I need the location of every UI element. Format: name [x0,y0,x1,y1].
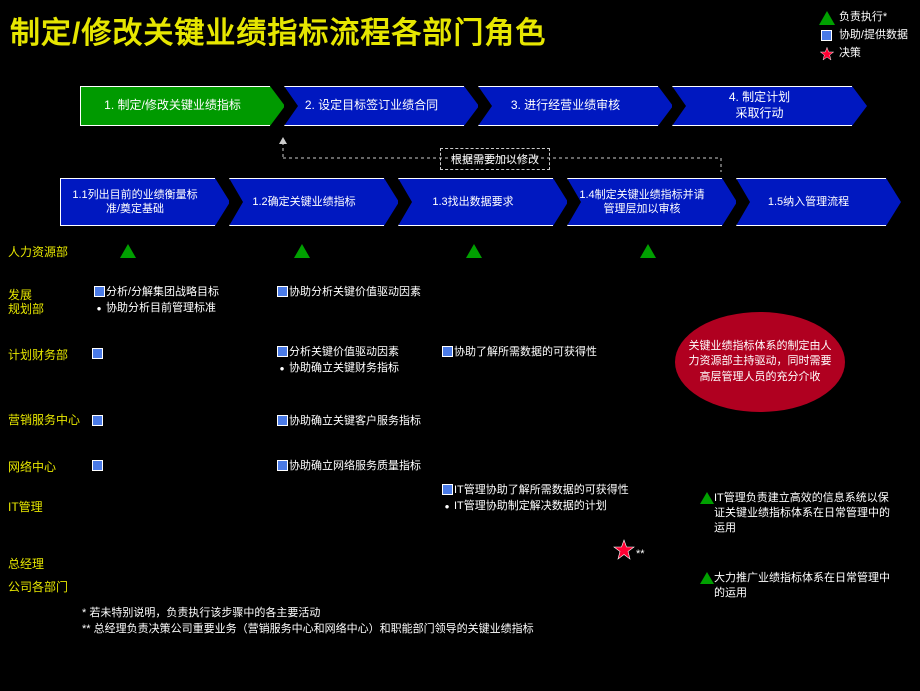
square-icon [821,30,832,41]
dept-finance: 计划财务部 [8,348,68,362]
bullet-text: 协助了解所需数据的可获得性 [454,345,620,360]
cell-dev-1: 分析/分解集团战略目标协助分析目前管理标准 [92,284,262,317]
dept-net: 网络中心 [8,460,56,474]
square-icon [277,286,288,297]
bullet-text: 协助分析目前管理标准 [106,301,262,316]
triangle-icon [466,244,482,258]
ellipse-text: 关键业绩指标体系的制定由人力资源部主持驱动，同时需要高层管理人员的充分介收 [687,339,833,385]
cell-it-3: IT管理协助了解所需数据的可获得性IT管理协助制定解决数据的计划 [440,482,640,515]
triangle-icon [700,492,714,504]
legend-assist: 协助/提供数据 [819,27,908,44]
sub-step-row: 1.1列出目前的业绩衡量标准/奠定基础 1.2确定关键业绩指标 1.3找出数据要求 1… [60,178,900,226]
dept-it: IT管理 [8,500,43,514]
feedback-label: 根据需要加以修改 [440,148,550,170]
dept-gm: 总经理 [8,557,44,571]
note-it: IT管理负责建立高效的信息系统以保证关键业绩指标体系在日常管理中的运用 [700,490,895,537]
top-step-row: 1. 制定/修改关键业绩指标 2. 设定目标签订业绩合同 3. 进行经营业绩审核 4.… [80,86,866,126]
legend: 负责执行* 协助/提供数据 决策 [819,8,908,63]
legend-label: 负责执行* [839,9,887,26]
sub-step-4: 1.4制定关键业绩指标并请管理层加以审核 [567,178,722,226]
square-icon [94,286,105,297]
triangle-icon [700,572,714,584]
bullet-text: 协助确立网络服务质量指标 [289,459,425,474]
legend-decide: 决策 [819,45,908,62]
dept-hr: 人力资源部 [8,245,68,259]
cell-fin-2: 分析关键价值驱动因素协助确立关键财务指标 [275,344,425,377]
legend-responsible: 负责执行* [819,9,908,26]
dept-all: 公司各部门 [8,580,68,594]
square-icon [92,415,103,426]
bullet-text: 协助确立关键客户服务指标 [289,414,425,429]
top-step-4: 4. 制定计划采取行动 [672,86,852,126]
legend-label: 协助/提供数据 [839,27,908,44]
top-step-1: 1. 制定/修改关键业绩指标 [80,86,270,126]
square-icon [277,346,288,357]
bullet-text: IT管理协助制定解决数据的计划 [454,499,640,514]
bullet-row: 协助分析关键价值驱动因素 [275,285,425,300]
square-icon [442,484,453,495]
legend-label: 决策 [839,45,861,62]
bullet-text: IT管理协助了解所需数据的可获得性 [454,483,640,498]
square-icon [442,346,453,357]
page-title: 制定/修改关键业绩指标流程各部门角色 [10,8,546,52]
bullet-row: IT管理协助了解所需数据的可获得性 [440,483,640,498]
bullet-text: 大力推广业绩指标体系在日常管理中的运用 [714,571,895,601]
callout-ellipse: 关键业绩指标体系的制定由人力资源部主持驱动，同时需要高层管理人员的充分介收 [675,312,845,412]
bullet-row: 协助确立网络服务质量指标 [275,459,425,474]
star-label: ** [636,548,645,560]
cell-fin-3: 协助了解所需数据的可获得性 [440,344,620,361]
bullet-row: 分析/分解集团战略目标 [92,285,262,300]
bullet-text: 分析关键价值驱动因素 [289,345,425,360]
bullet-row: 分析关键价值驱动因素 [275,345,425,360]
dept-mkt: 营销服务中心 [8,413,80,427]
star-icon [612,538,636,562]
bullet-row: 协助分析目前管理标准 [92,301,262,316]
sub-step-3: 1.3找出数据要求 [398,178,553,226]
bullet-text: 协助分析关键价值驱动因素 [289,285,425,300]
sub-step-2: 1.2确定关键业绩指标 [229,178,384,226]
top-step-2: 2. 设定目标签订业绩合同 [284,86,464,126]
star-icon [819,46,835,62]
bullet-row: 协助了解所需数据的可获得性 [440,345,620,360]
square-icon [92,460,103,471]
triangle-icon [819,11,835,25]
sub-step-5: 1.5纳入管理流程 [736,178,886,226]
dept-dev: 发展规划部 [8,288,44,317]
cell-mkt-2: 协助确立关键客户服务指标 [275,413,425,430]
square-icon [277,415,288,426]
triangle-icon [640,244,656,258]
cell-net-2: 协助确立网络服务质量指标 [275,458,425,475]
gm-star: ** [612,538,636,565]
bullet-row: 协助确立关键客户服务指标 [275,414,425,429]
note-all: 大力推广业绩指标体系在日常管理中的运用 [700,570,895,602]
triangle-icon [294,244,310,258]
bullet-text: 协助确立关键财务指标 [289,361,425,376]
bullet-row: 大力推广业绩指标体系在日常管理中的运用 [700,571,895,601]
bullet-row: 协助确立关键财务指标 [275,361,425,376]
cell-dev-2: 协助分析关键价值驱动因素 [275,284,425,301]
bullet-text: 分析/分解集团战略目标 [106,285,262,300]
square-icon [277,460,288,471]
footnote-2: ** 总经理负责决策公司重要业务（营销服务中心和网络中心）和职能部门领导的关键业… [82,620,534,636]
sub-step-1: 1.1列出目前的业绩衡量标准/奠定基础 [60,178,215,226]
bullet-row: IT管理负责建立高效的信息系统以保证关键业绩指标体系在日常管理中的运用 [700,491,895,536]
bullet-text: IT管理负责建立高效的信息系统以保证关键业绩指标体系在日常管理中的运用 [714,491,895,536]
square-icon [92,348,103,359]
top-step-3: 3. 进行经营业绩审核 [478,86,658,126]
triangle-icon [120,244,136,258]
footnote-1: * 若未特别说明，负责执行该步骤中的各主要活动 [82,604,320,620]
bullet-row: IT管理协助制定解决数据的计划 [440,499,640,514]
